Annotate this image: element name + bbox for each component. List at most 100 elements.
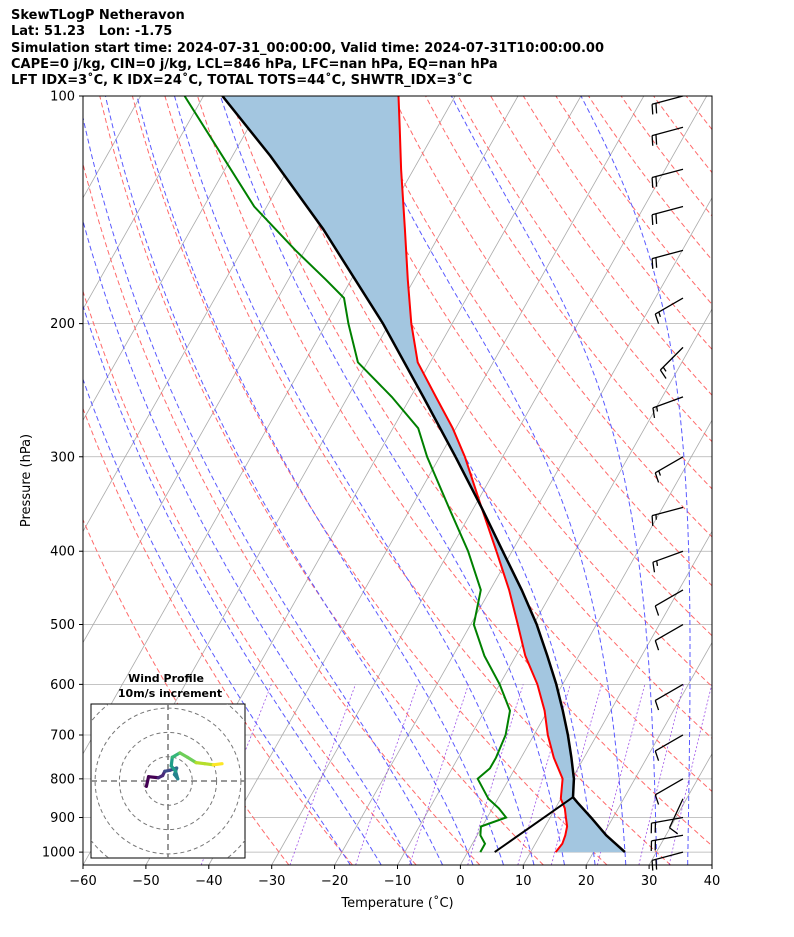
isotherm-line — [648, 752, 712, 865]
wind-barb — [654, 683, 684, 711]
y-tick-label: 400 — [50, 545, 75, 560]
wind-barb-half-flag — [656, 560, 659, 566]
wind-barb-flag — [655, 176, 658, 187]
mixing-ratio-line — [355, 684, 418, 865]
dry-adiabat-line — [83, 289, 417, 865]
isotherm-line — [0, 96, 78, 865]
wind-barb-staff — [654, 297, 684, 315]
mixing-ratio-line — [409, 684, 469, 865]
mixing-ratio-line — [638, 684, 684, 865]
wind-barb-flag — [654, 313, 660, 324]
wind-barb — [652, 550, 684, 573]
wind-barb-staff — [654, 683, 684, 701]
dry-adiabat-line — [262, 96, 712, 740]
y-tick-label: 600 — [50, 678, 75, 693]
stability-line: CAPE=0 j/kg, CIN=0 j/kg, LCL=846 hPa, LF… — [11, 56, 498, 72]
wind-barb-staff — [651, 95, 684, 105]
x-tick-label: 0 — [456, 874, 464, 889]
dry-adiabat-line — [229, 96, 712, 793]
isotherm-line — [397, 308, 712, 865]
wind-barb-flag — [655, 257, 658, 268]
moist-adiabat-line — [83, 115, 444, 865]
wind-barb-staff — [651, 205, 684, 216]
wind-barb-staff — [654, 589, 684, 607]
x-tick-label: −40 — [195, 874, 222, 889]
wind-barb-staff — [652, 396, 684, 409]
wind-barb — [668, 798, 684, 835]
x-tick-label: −30 — [258, 874, 285, 889]
x-tick-label: −20 — [321, 874, 348, 889]
hodograph-segment — [144, 775, 151, 789]
wind-barb-flag — [654, 794, 660, 805]
wind-barb-staff — [654, 456, 684, 474]
x-tick-label: 10 — [515, 874, 532, 889]
isotherm-line — [460, 419, 712, 865]
wind-barb — [651, 126, 684, 146]
y-tick-label: 1000 — [42, 846, 75, 861]
wind-barb — [654, 778, 684, 805]
wind-barb-flag — [652, 562, 656, 573]
mixing-ratio-line — [289, 684, 356, 865]
wind-barb — [651, 95, 684, 115]
wind-barb-staff — [651, 249, 684, 260]
y-tick-label: 900 — [50, 811, 75, 826]
wind-barb — [650, 816, 684, 834]
y-tick-label: 800 — [50, 772, 75, 787]
hodograph-segment — [185, 755, 198, 765]
wind-barb-half-flag — [656, 406, 659, 412]
moist-adiabat-line — [717, 96, 740, 865]
wind-barb — [651, 851, 684, 871]
wind-barb — [654, 297, 684, 324]
wind-barb-staff — [651, 851, 684, 862]
y-axis-label: Pressure (hPa) — [19, 434, 34, 527]
x-tick-label: −50 — [132, 874, 159, 889]
figure-header: SkewTLogP Netheravon Lat: 51.23 Lon: -1.… — [11, 8, 604, 89]
wind-barb-staff — [651, 834, 684, 842]
dry-adiabat-line — [457, 96, 712, 443]
wind-barb-flag — [652, 407, 656, 419]
time-line: Simulation start time: 2024-07-31_00:00:… — [11, 40, 604, 56]
dry-adiabat-line — [588, 96, 712, 261]
wind-barb — [659, 346, 684, 379]
wind-barb — [654, 456, 684, 483]
wind-barb-flag — [655, 859, 658, 870]
mixing-ratio-line — [467, 684, 524, 865]
wind-barb-flag — [651, 214, 654, 225]
dry-adiabat-line — [359, 96, 712, 587]
wind-barb — [654, 734, 684, 761]
wind-barb-flag — [651, 177, 654, 188]
y-tick-label: 300 — [50, 450, 75, 465]
wind-barb — [654, 589, 684, 616]
isotherm-line — [585, 641, 712, 865]
wind-barb-half-flag — [658, 470, 662, 476]
wind-barb-flag — [655, 103, 658, 114]
dewpoint-profile — [183, 96, 512, 853]
wind-barb — [651, 168, 684, 188]
wind-barb — [654, 623, 684, 651]
wind-barb-flag — [654, 750, 660, 761]
dry-adiabat-line — [197, 96, 712, 847]
dry-adiabat-line — [490, 96, 712, 396]
dry-adiabat-line — [83, 162, 481, 865]
hodograph-title: Wind Profile — [128, 672, 204, 685]
wind-barb-flag — [654, 640, 660, 651]
cin-shading — [222, 96, 625, 853]
hodograph-plot — [91, 704, 245, 858]
dry-adiabat-line — [392, 96, 712, 538]
wind-barb-staff — [651, 168, 684, 179]
parcel-dewpoint-segment — [494, 796, 574, 853]
wind-barb-flag — [655, 213, 658, 224]
y-tick-label: 500 — [50, 618, 75, 633]
y-tick-label: 100 — [50, 90, 75, 105]
wind-barb-staff — [652, 550, 684, 563]
mixing-ratio-line — [668, 684, 712, 865]
wind-barb — [651, 506, 684, 526]
figure-title: SkewTLogP Netheravon — [11, 8, 185, 23]
moist-adiabat-line — [352, 96, 627, 865]
hodograph-ring — [94, 707, 242, 855]
moist-adiabat-line — [174, 96, 535, 865]
x-tick-label: −60 — [69, 874, 96, 889]
isotherm-line — [522, 530, 712, 865]
dry-adiabat-line — [653, 96, 712, 174]
